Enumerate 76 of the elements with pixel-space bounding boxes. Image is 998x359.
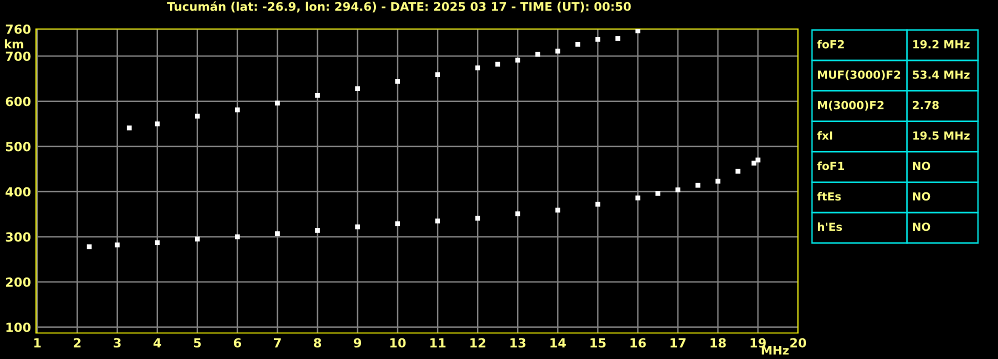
text: NO (913, 192, 930, 201)
point (475, 65, 480, 70)
y-tick-label: 600 (6, 96, 31, 106)
text: h'Es (818, 222, 842, 232)
x-tick-label: 14 (550, 338, 566, 348)
point (756, 158, 760, 162)
text: ftEs (817, 192, 841, 201)
point (655, 191, 660, 196)
text: fxI (817, 131, 832, 140)
point (435, 72, 440, 78)
y-axis-title: km (4, 39, 24, 48)
x-tick-label: 11 (430, 338, 446, 348)
point (194, 236, 200, 242)
x-tick-label: 2 (74, 338, 81, 348)
point (235, 234, 240, 240)
x-tick-label: 18 (710, 338, 726, 348)
text: MUF(3000)F2 (818, 70, 900, 80)
point (716, 178, 720, 184)
point (395, 78, 400, 84)
point (752, 160, 756, 166)
text: 19.2 MHz (913, 40, 970, 48)
point (635, 196, 640, 200)
text: foF2 (817, 40, 844, 48)
x-tick-label: 6 (234, 338, 242, 348)
point (355, 86, 360, 92)
point (555, 208, 560, 213)
y-tick-label: 200 (6, 277, 31, 287)
y-tick-label: 400 (6, 187, 31, 197)
x-tick-label: 7 (274, 338, 281, 348)
x-tick-label: 10 (390, 338, 406, 348)
x-tick-label: 4 (154, 338, 162, 348)
point (615, 36, 620, 41)
point (194, 114, 200, 119)
y-tick-label: 100 (6, 322, 31, 332)
point (435, 218, 440, 224)
point (275, 100, 280, 106)
x-tick-label: 1 (34, 338, 41, 348)
x-tick-label: 5 (194, 338, 201, 348)
point (736, 168, 740, 174)
text: NO (913, 222, 930, 232)
x-tick-label: 13 (510, 338, 526, 348)
x-tick-label: 8 (314, 338, 322, 348)
text: 19.5 MHz (913, 131, 970, 140)
y-tick-label: 760 (6, 24, 31, 34)
x-tick-label: 3 (114, 338, 121, 348)
x-tick-label: 12 (470, 338, 486, 348)
y-tick-label: 300 (6, 232, 31, 242)
point (595, 36, 600, 42)
x-tick-label: 16 (630, 338, 646, 348)
point (555, 48, 560, 54)
x-tick-label: 19 (750, 338, 766, 348)
point (675, 187, 680, 192)
text: M(3000)F2 (818, 100, 884, 111)
x-tick-label: 17 (670, 338, 686, 348)
text: 2.78 (912, 100, 939, 110)
point (126, 126, 132, 130)
y-tick-label: 500 (6, 142, 31, 152)
x-tick-label: 9 (354, 338, 362, 348)
point (315, 92, 320, 98)
x-tick-label: 20 (790, 338, 806, 348)
point (395, 221, 400, 226)
point (114, 242, 120, 248)
text: 53.4 MHz (912, 70, 970, 79)
text: NO (913, 162, 930, 170)
x-axis-title: MHz (762, 346, 789, 355)
point (355, 224, 360, 230)
point (275, 231, 280, 236)
x-tick-label: 15 (590, 338, 606, 348)
y-tick-label: 700 (6, 52, 31, 62)
point (695, 182, 700, 188)
point (235, 107, 240, 112)
text: foF1 (817, 162, 844, 170)
chart-title: Tucumán (lat: -26.9, lon: 294.6) - DATE: 2025 03 17 - TIME (UT): 00:50 (167, 1, 631, 12)
point (154, 121, 160, 126)
point (315, 228, 320, 233)
point (575, 42, 580, 47)
